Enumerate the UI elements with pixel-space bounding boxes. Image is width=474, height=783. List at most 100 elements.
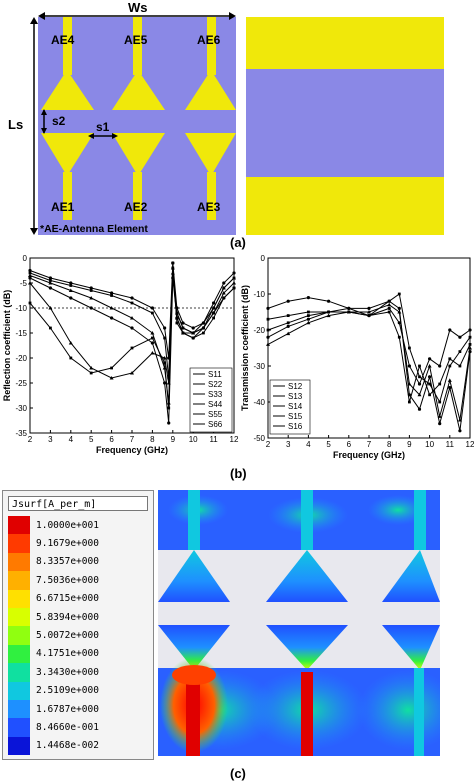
transmission-point-s15: [397, 306, 401, 310]
transmission-y-axis-title: Transmission coefficient (dB): [240, 285, 250, 411]
transmission-point-s15: [266, 335, 270, 339]
transmission-point-s15: [468, 350, 472, 354]
transmission-x-tick-label: 2: [266, 440, 271, 449]
reflection-x-tick-label: 6: [109, 435, 114, 444]
transmission-y-tick-label: -10: [253, 290, 265, 299]
top-hotspot-right: [368, 495, 428, 525]
ae1-feed-hotspot: [172, 665, 216, 685]
reflection-x-tick-label: 5: [89, 435, 94, 444]
top-feed-current-3: [414, 490, 426, 550]
reflection-point-s22: [89, 289, 93, 292]
reflection-point-s66: [211, 306, 216, 310]
transmission-point-s14: [326, 313, 331, 318]
colorbar-scale: 1.0000e+001 9.1679e+000 8.3357e+000 7.5036e…: [8, 516, 148, 756]
ls-label: Ls: [8, 117, 24, 132]
panel-a-label: (a): [230, 235, 246, 250]
reflection-point-s66: [48, 306, 53, 310]
colorbar-swatch: [8, 644, 30, 664]
feed-line-ae4: [63, 17, 72, 75]
reflection-point-s66: [109, 376, 114, 380]
reflection-point-s55: [28, 301, 32, 305]
panel-c-label: (c): [230, 766, 246, 781]
transmission-point-s12: [306, 296, 310, 300]
transmission-point-s15: [347, 306, 351, 310]
transmission-point-s12: [387, 306, 391, 310]
transmission-point-s15: [428, 375, 432, 379]
antenna-footnote: *AE-Antenna Element: [40, 223, 148, 235]
ws-label: Ws: [128, 0, 148, 15]
colorbar-value: 3.3430e+000: [36, 666, 99, 678]
reflection-point-s11: [150, 306, 154, 310]
current-radiator-ae6: [382, 550, 440, 602]
transmission-point-s12: [407, 364, 411, 368]
transmission-point-s15: [286, 324, 290, 328]
transmission-point-s15: [306, 317, 310, 321]
back-view-ground-top: [246, 17, 444, 69]
reflection-point-s66: [221, 286, 226, 290]
reflection-point-s44: [163, 381, 167, 385]
colorbar-value: 8.4660e-001: [36, 721, 99, 733]
transmission-point-s16: [418, 364, 421, 368]
reflection-point-s22: [130, 301, 134, 305]
colorbar-swatch: [8, 571, 30, 590]
radiator-ae4: [41, 70, 94, 110]
colorbar-entry: 1.0000e+001: [8, 516, 148, 535]
colorbar-title: Jsurf[A_per_m]: [8, 496, 148, 511]
reflection-point-s44: [89, 306, 93, 310]
reflection-point-s55: [232, 286, 236, 290]
colorbar-entry: 8.3357e+000: [8, 552, 148, 572]
reflection-point-s11: [28, 268, 32, 273]
top-feed-current-1: [188, 490, 200, 550]
reflection-point-s44: [130, 326, 134, 330]
transmission-point-s14: [417, 392, 422, 397]
transmission-point-s16: [468, 343, 472, 346]
reflection-point-s11: [69, 281, 73, 285]
transmission-legend-label-s14: S14: [288, 402, 303, 411]
colorbar-entry: 3.3430e+000: [8, 663, 148, 682]
ws-arrowhead-right: [229, 12, 236, 20]
reflection-point-s55: [175, 321, 179, 325]
ls-arrowhead-bottom: [30, 228, 38, 235]
reflection-point-s66: [89, 366, 94, 370]
transmission-x-tick-label: 12: [466, 440, 474, 449]
transmission-point-s15: [438, 422, 442, 426]
colorbar-value: 5.8394e+000: [36, 611, 99, 623]
transmission-y-tick-label: -30: [253, 362, 265, 371]
element-label-ae4: AE4: [51, 33, 75, 47]
reflection-point-s55: [171, 261, 175, 265]
element-label-ae5: AE5: [124, 33, 148, 47]
transmission-point-s16: [448, 357, 452, 361]
reflection-point-s55: [49, 326, 52, 330]
reflection-x-tick-label: 12: [230, 435, 239, 444]
transmission-point-s12: [286, 299, 290, 303]
transmission-point-s13: [438, 400, 442, 404]
transmission-point-s16: [458, 364, 462, 368]
transmission-point-s13: [428, 382, 431, 386]
colorbar-value: 1.6787e+000: [36, 703, 99, 715]
colorbar-swatch: [8, 607, 30, 627]
transmission-y-tick-label: -20: [253, 326, 265, 335]
reflection-point-s22: [28, 271, 32, 275]
transmission-legend-label-s16: S16: [288, 422, 303, 431]
transmission-legend-label-s12: S12: [288, 382, 303, 391]
colorbar-entry: 5.0072e+000: [8, 626, 148, 645]
transmission-point-s14: [367, 310, 371, 314]
transmission-point-s12: [327, 299, 331, 303]
transmission-point-s13: [468, 335, 472, 339]
reflection-point-s66: [174, 311, 179, 315]
reflection-point-s22: [151, 311, 154, 315]
feed-line-ae3: [207, 172, 216, 220]
reflection-point-s33: [109, 306, 114, 310]
reflection-point-s11: [232, 271, 236, 275]
reflection-point-s55: [167, 406, 171, 410]
current-radiator-ae3: [382, 625, 440, 670]
transmission-point-s14: [387, 302, 392, 307]
transmission-point-s14: [286, 331, 291, 336]
transmission-point-s13: [458, 350, 462, 353]
ws-arrowhead-left: [38, 12, 45, 20]
reflection-point-s33: [221, 291, 226, 295]
radiator-ae3: [185, 133, 236, 176]
reflection-y-tick-label: -30: [15, 404, 27, 413]
reflection-y-tick-label: -10: [15, 304, 27, 313]
colorbar-swatch: [8, 589, 30, 608]
